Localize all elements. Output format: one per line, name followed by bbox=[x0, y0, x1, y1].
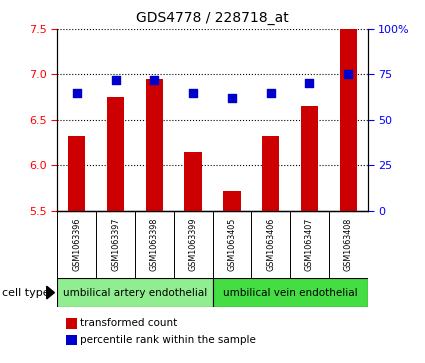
Text: GSM1063396: GSM1063396 bbox=[72, 217, 81, 271]
Text: transformed count: transformed count bbox=[80, 318, 177, 329]
Bar bbox=[184, 152, 202, 211]
Bar bbox=[57, 278, 212, 307]
Point bbox=[229, 95, 235, 101]
Bar bbox=[223, 191, 241, 211]
Text: umbilical artery endothelial: umbilical artery endothelial bbox=[63, 287, 207, 298]
Text: GSM1063399: GSM1063399 bbox=[189, 217, 198, 271]
Bar bbox=[262, 136, 279, 211]
Text: GSM1063406: GSM1063406 bbox=[266, 217, 275, 271]
Bar bbox=[212, 278, 368, 307]
Point bbox=[267, 90, 274, 95]
Text: GSM1063398: GSM1063398 bbox=[150, 217, 159, 271]
Point bbox=[74, 90, 80, 95]
Bar bbox=[340, 29, 357, 211]
Bar bbox=[146, 79, 163, 211]
Bar bbox=[68, 136, 85, 211]
Point bbox=[190, 90, 196, 95]
Text: GSM1063408: GSM1063408 bbox=[344, 217, 353, 271]
Point bbox=[306, 81, 313, 86]
Point bbox=[151, 77, 158, 83]
Text: cell type: cell type bbox=[2, 287, 50, 298]
Text: umbilical vein endothelial: umbilical vein endothelial bbox=[223, 287, 357, 298]
Bar bbox=[107, 97, 124, 211]
Title: GDS4778 / 228718_at: GDS4778 / 228718_at bbox=[136, 11, 289, 25]
Point bbox=[112, 77, 119, 83]
Text: GSM1063407: GSM1063407 bbox=[305, 217, 314, 271]
Point bbox=[345, 72, 351, 77]
Text: GSM1063397: GSM1063397 bbox=[111, 217, 120, 271]
Bar bbox=[301, 106, 318, 211]
Text: percentile rank within the sample: percentile rank within the sample bbox=[80, 335, 256, 345]
Text: GSM1063405: GSM1063405 bbox=[227, 217, 236, 271]
